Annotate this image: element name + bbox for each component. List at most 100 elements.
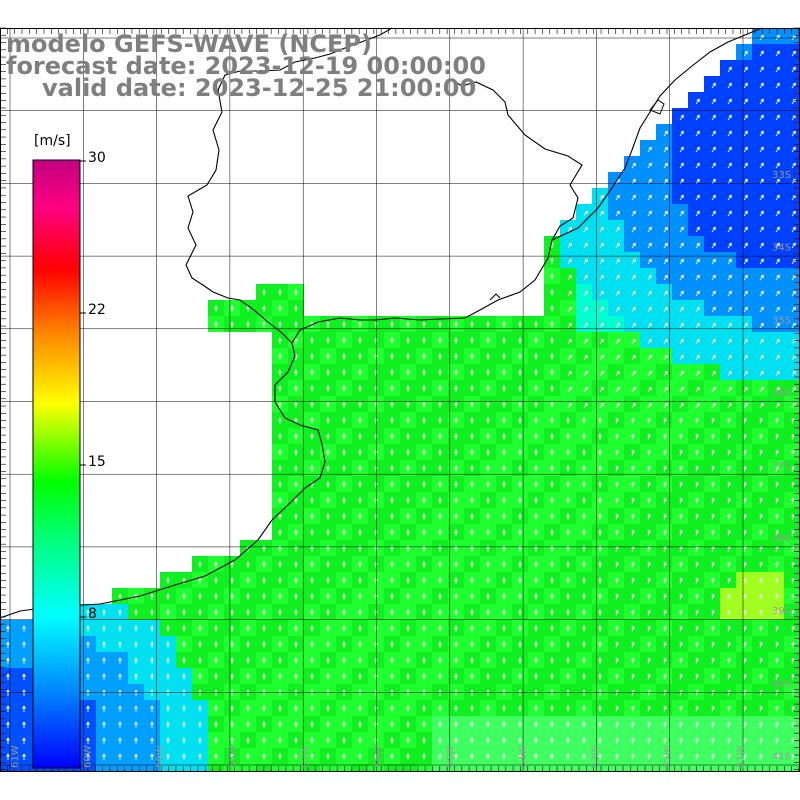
wind-cell [640, 380, 656, 396]
wind-arrow [759, 66, 764, 73]
wind-arrow [615, 210, 620, 217]
wind-arrow [759, 242, 764, 249]
wind-arrow [775, 34, 780, 41]
wind-cell [560, 364, 576, 380]
wind-cell [672, 108, 688, 124]
wind-arrow [567, 290, 572, 297]
wind-cell [640, 396, 656, 412]
wind-cell [592, 188, 608, 204]
wind-arrow [711, 338, 716, 345]
wind-cell [384, 764, 400, 772]
wind-cell [784, 156, 800, 172]
wind-cell [576, 300, 592, 316]
wind-arrow [663, 306, 668, 313]
wind-cell [624, 252, 640, 268]
wind-cell [784, 140, 800, 156]
lon-label: 59W [155, 745, 166, 768]
wind-cell [736, 140, 752, 156]
wind-arrow [406, 353, 410, 360]
wind-cell [576, 236, 592, 252]
wind-arrow [454, 321, 458, 328]
wind-cell [624, 764, 640, 772]
wind-cell [560, 332, 576, 348]
wind-cell [592, 396, 608, 412]
wind-arrow [775, 338, 780, 345]
wind-arrow [663, 242, 668, 249]
wind-arrow [518, 353, 522, 360]
wind-arrow [727, 98, 732, 105]
wind-cell [640, 268, 656, 284]
wind-arrow [695, 290, 700, 297]
wind-cell [624, 172, 640, 188]
wind-cell [656, 364, 672, 380]
lat-label: 41S [772, 752, 791, 763]
wind-cell [736, 284, 752, 300]
wind-cell [672, 364, 688, 380]
wind-cell [560, 316, 576, 332]
wind-cell [640, 300, 656, 316]
wind-cell [656, 268, 672, 284]
wind-arrow [310, 337, 314, 344]
wind-cell [784, 204, 800, 220]
wind-arrow [230, 289, 234, 296]
wind-arrow [759, 114, 764, 121]
wind-arrow [743, 290, 748, 297]
wind-cell [640, 348, 656, 364]
colorbar [32, 159, 81, 769]
wind-cell [624, 364, 640, 380]
wind-arrow [695, 322, 700, 329]
wind-cell [720, 156, 736, 172]
wind-cell [624, 284, 640, 300]
wind-cell [576, 316, 592, 332]
wind-cell [640, 140, 656, 156]
wind-arrow [647, 258, 652, 265]
wind-cell [704, 108, 720, 124]
wind-cell [624, 236, 640, 252]
wind-arrow [246, 321, 250, 328]
wind-cell [736, 172, 752, 188]
wind-cell [672, 204, 688, 220]
wind-cell [688, 300, 704, 316]
wind-cell [608, 348, 624, 364]
wind-arrow [583, 258, 588, 265]
wind-arrow [791, 322, 796, 329]
wind-arrow [647, 322, 652, 329]
lat-label: 34S [772, 243, 791, 254]
wind-cell [752, 76, 768, 92]
wind-cell [704, 92, 720, 108]
wind-cell [608, 252, 624, 268]
wind-cell [608, 364, 624, 380]
wind-cell [736, 60, 752, 76]
wind-arrow [663, 322, 668, 329]
wind-arrow [615, 242, 620, 249]
lat-label: 37S [772, 461, 791, 472]
lat-label: 33S [772, 170, 791, 181]
wind-cell [736, 156, 752, 172]
wind-arrow [743, 82, 748, 89]
wind-cell [704, 76, 720, 92]
wind-arrow [791, 82, 796, 89]
coastline-plata [291, 79, 583, 344]
wind-arrow [599, 306, 604, 313]
wind-cell [752, 300, 768, 316]
wind-arrow [663, 274, 668, 281]
wind-cell [704, 172, 720, 188]
wind-cell [704, 364, 720, 380]
wind-arrow [583, 210, 588, 217]
wind-arrow [599, 242, 604, 249]
wind-cell [672, 764, 688, 772]
wind-arrow [278, 289, 282, 296]
wind-cell [768, 124, 784, 140]
wind-cell [784, 220, 800, 236]
wind-cell [560, 236, 576, 252]
wind-arrow [615, 354, 620, 361]
wind-arrow [599, 354, 604, 361]
wind-cell [592, 204, 608, 220]
wind-arrow [743, 34, 748, 41]
wind-cell [576, 396, 592, 412]
wind-arrow [150, 577, 154, 584]
lat-label: 36S [772, 388, 791, 399]
wind-arrow [695, 114, 700, 121]
wind-cell [208, 764, 224, 772]
